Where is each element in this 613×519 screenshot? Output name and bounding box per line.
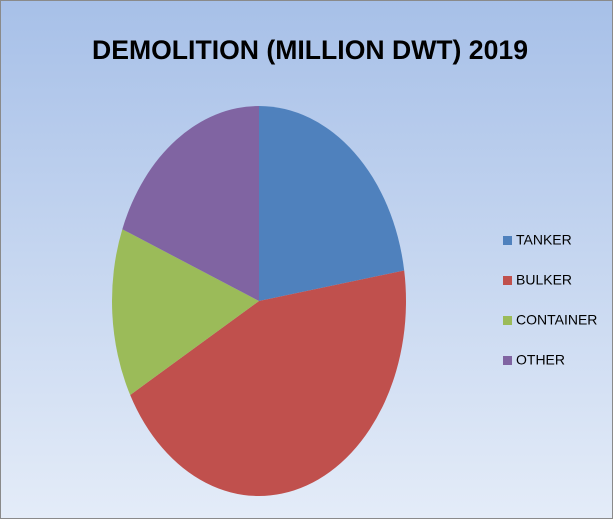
legend-label: CONTAINER bbox=[516, 312, 597, 328]
pie-slice bbox=[130, 270, 406, 496]
legend-label: BULKER bbox=[516, 272, 572, 288]
legend-swatch bbox=[503, 276, 512, 285]
pie bbox=[112, 106, 406, 496]
legend-swatch bbox=[503, 316, 512, 325]
legend: TANKER BULKER CONTAINER OTHER bbox=[503, 232, 597, 368]
pie-slice bbox=[112, 229, 260, 395]
legend-label: TANKER bbox=[516, 232, 572, 248]
pie-slice bbox=[259, 106, 405, 301]
legend-swatch bbox=[503, 236, 512, 245]
chart-title: DEMOLITION (MILLION DWT) 2019 bbox=[92, 35, 528, 65]
legend-label: OTHER bbox=[516, 352, 565, 368]
pie-slice bbox=[122, 106, 260, 301]
legend-swatch bbox=[503, 356, 512, 365]
